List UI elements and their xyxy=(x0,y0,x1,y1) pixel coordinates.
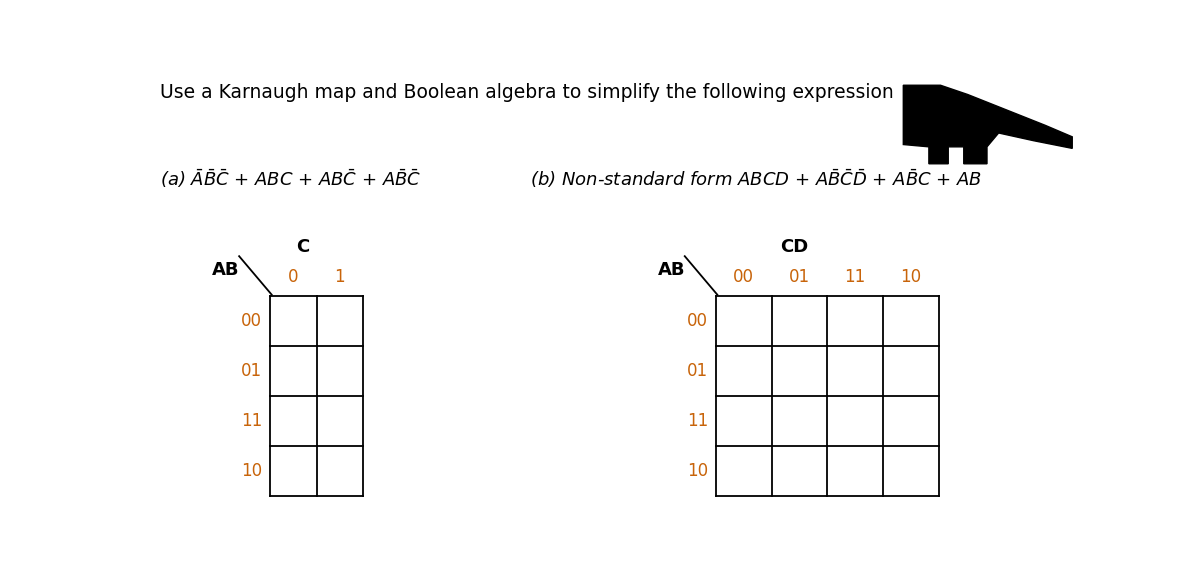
Text: 00: 00 xyxy=(241,313,263,330)
Text: CD: CD xyxy=(780,238,808,256)
Text: 0: 0 xyxy=(288,268,299,286)
Text: Use a Karnaugh map and Boolean algebra to simplify the following expression: Use a Karnaugh map and Boolean algebra t… xyxy=(160,83,894,102)
Text: 1: 1 xyxy=(335,268,346,286)
Text: 01: 01 xyxy=(788,268,810,286)
Text: AB: AB xyxy=(658,261,685,279)
Polygon shape xyxy=(904,85,1073,164)
Text: 10: 10 xyxy=(900,268,922,286)
Text: 11: 11 xyxy=(241,412,263,430)
Text: 11: 11 xyxy=(686,412,708,430)
Text: (a) $\bar{A}\bar{B}\bar{C}$ + $ABC$ + $AB\bar{C}$ + $A\bar{B}\bar{C}$: (a) $\bar{A}\bar{B}\bar{C}$ + $ABC$ + $A… xyxy=(160,168,421,190)
Text: C: C xyxy=(296,238,310,256)
Text: 10: 10 xyxy=(686,462,708,480)
Text: 01: 01 xyxy=(241,362,263,380)
Text: (b) Non-standard form $ABCD$ + $A\bar{B}\bar{C}\bar{D}$ + $A\bar{B}C$ + $AB$: (b) Non-standard form $ABCD$ + $A\bar{B}… xyxy=(529,168,982,190)
Text: AB: AB xyxy=(212,261,240,279)
Text: 00: 00 xyxy=(733,268,754,286)
Text: 10: 10 xyxy=(241,462,263,480)
Text: 00: 00 xyxy=(686,313,708,330)
Text: 11: 11 xyxy=(845,268,866,286)
Text: 01: 01 xyxy=(686,362,708,380)
